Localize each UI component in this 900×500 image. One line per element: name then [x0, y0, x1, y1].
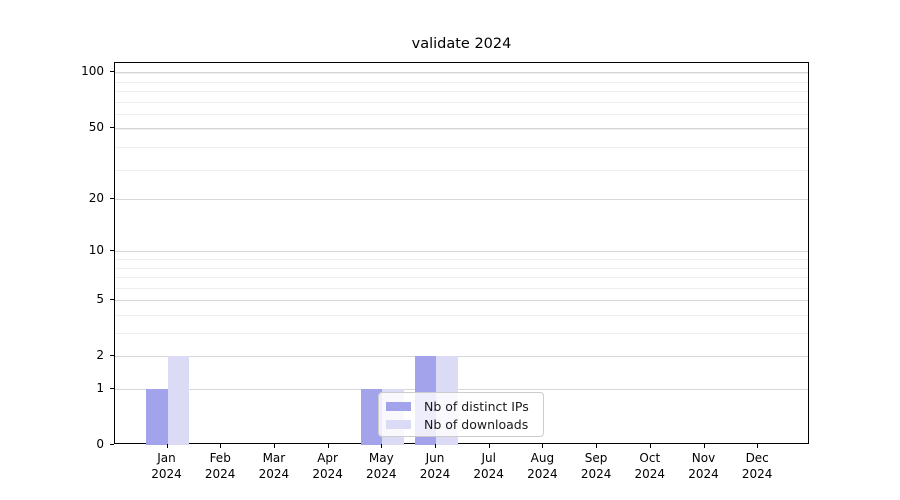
x-tick-mark [220, 444, 222, 448]
y-axis-tick-label: 5 [96, 292, 104, 307]
major-gridline [115, 389, 808, 390]
bar-distinct-ips-jan [146, 389, 168, 445]
month-label: Jan [157, 451, 176, 465]
major-gridline [115, 72, 808, 74]
year-label: 2024 [688, 466, 719, 481]
month-label: Aug [530, 451, 555, 465]
minor-gridline [115, 267, 808, 269]
x-axis-tick-label: Jul 2024 [457, 451, 521, 482]
x-tick-mark [488, 444, 490, 448]
y-tick-mark [110, 198, 114, 200]
x-tick-mark [435, 444, 436, 448]
y-tick-mark [110, 444, 114, 445]
minor-gridline [115, 129, 808, 131]
x-tick-mark [273, 444, 275, 448]
month-label: Dec [745, 451, 769, 465]
year-label: 2024 [580, 466, 612, 481]
y-axis-tick-label: 0 [96, 437, 104, 451]
x-axis-tick-label: Jan 2024 [135, 451, 199, 482]
y-tick-mark [110, 355, 114, 357]
minor-gridline [115, 73, 808, 75]
major-gridline [115, 356, 808, 358]
month-label: Jun [425, 451, 445, 465]
minor-gridline [115, 81, 808, 83]
y-axis-tick-label: 50 [88, 119, 104, 134]
x-axis-tick-label: Nov 2024 [672, 451, 736, 482]
y-axis-tick-label: 100 [81, 64, 104, 79]
legend-item: Nb of downloads [386, 416, 537, 433]
month-label: Feb [209, 451, 231, 465]
x-axis-tick-label: Feb 2024 [188, 451, 252, 482]
year-label: 2024 [366, 466, 397, 481]
minor-gridline [115, 315, 808, 317]
x-axis-tick-label: Dec 2024 [725, 451, 789, 482]
x-axis-tick-label: Oct 2024 [618, 451, 682, 482]
legend-label: Nb of downloads [424, 416, 529, 432]
month-label: Sep [584, 451, 608, 465]
plot-area [114, 62, 809, 445]
legend-label: Nb of distinct IPs [424, 398, 529, 414]
year-label: 2024 [312, 466, 343, 481]
major-gridline [115, 199, 808, 201]
year-label: 2024 [527, 466, 558, 481]
minor-gridline [115, 170, 808, 172]
month-label: Apr [317, 451, 338, 465]
legend-item: Nb of distinct IPs [386, 398, 537, 415]
x-tick-mark [381, 444, 383, 448]
legend: Nb of distinct IPs Nb of downloads [378, 392, 544, 437]
major-gridline [115, 300, 808, 302]
minor-gridline [115, 287, 808, 289]
x-tick-mark [649, 444, 651, 448]
x-axis-tick-label: Apr 2024 [296, 451, 360, 482]
x-tick-mark [327, 444, 329, 448]
chart-title: validate 2024 [411, 36, 512, 52]
x-tick-mark [596, 444, 598, 448]
y-tick-mark [110, 250, 114, 252]
minor-gridline [115, 102, 808, 103]
month-label: Nov [691, 451, 716, 465]
y-tick-mark [110, 388, 114, 389]
minor-gridline [115, 333, 808, 335]
bar-distinct-ips-may [360, 389, 383, 445]
x-axis-tick-label: Sep 2024 [564, 451, 628, 482]
x-axis-tick-label: May 2024 [349, 451, 413, 482]
year-label: 2024 [419, 466, 451, 481]
y-axis-tick-label: 1 [96, 381, 104, 395]
y-tick-mark [110, 126, 114, 128]
x-tick-mark [166, 444, 168, 448]
year-label: 2024 [258, 466, 290, 481]
x-axis-tick-label: Mar 2024 [242, 451, 306, 482]
month-label: May [368, 451, 394, 465]
y-tick-mark [110, 299, 114, 301]
minor-gridline [115, 91, 808, 93]
year-label: 2024 [151, 466, 182, 481]
major-gridline [115, 251, 808, 253]
y-axis-tick-label: 2 [96, 348, 104, 363]
year-label: 2024 [473, 466, 504, 481]
x-tick-mark [757, 444, 759, 448]
legend-swatch-downloads [386, 419, 411, 429]
year-label: 2024 [204, 466, 236, 481]
major-gridline [115, 127, 808, 129]
bar-downloads-jan [167, 356, 189, 445]
year-label: 2024 [634, 466, 666, 481]
x-tick-mark [542, 444, 544, 448]
x-tick-mark [703, 444, 705, 448]
month-label: Oct [639, 451, 661, 465]
minor-gridline [115, 147, 808, 149]
minor-gridline [115, 277, 808, 279]
y-tick-mark [110, 71, 114, 73]
x-axis-tick-label: Jun 2024 [403, 451, 467, 482]
minor-gridline [115, 259, 808, 261]
minor-gridline [115, 114, 808, 116]
year-label: 2024 [741, 466, 773, 481]
y-axis-tick-label: 10 [88, 243, 104, 258]
y-axis-tick-label: 20 [88, 191, 104, 206]
legend-swatch-distinct-ips [386, 401, 411, 411]
x-axis-tick-label: Aug 2024 [510, 451, 574, 482]
month-label: Jul [481, 451, 496, 465]
month-label: Mar [262, 451, 286, 465]
